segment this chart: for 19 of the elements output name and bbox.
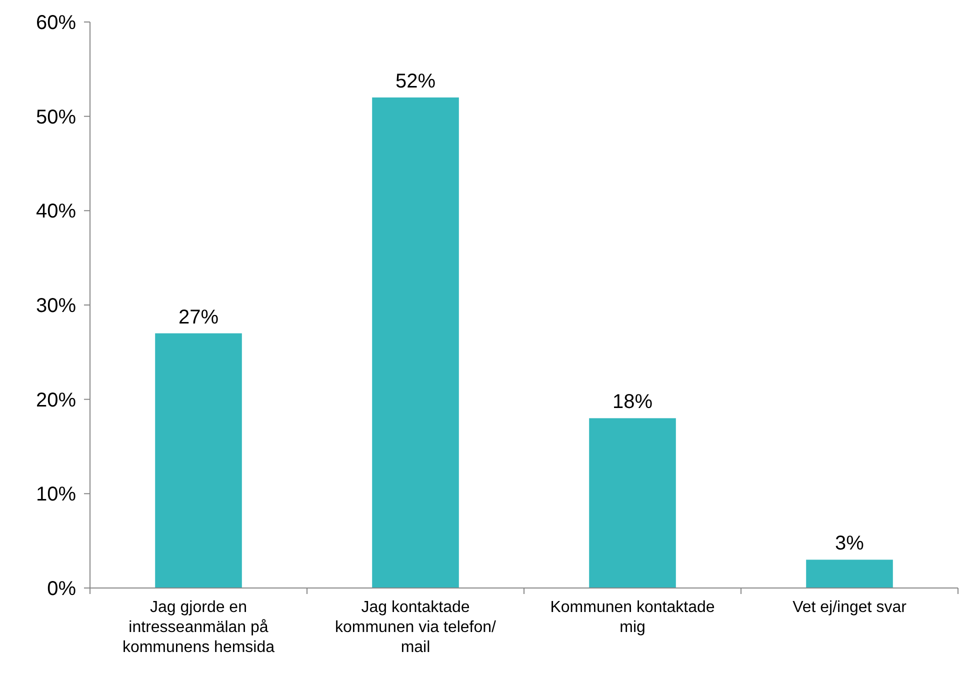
- y-tick-label: 50%: [36, 106, 76, 128]
- y-tick-label: 20%: [36, 389, 76, 412]
- bar: [372, 97, 459, 588]
- y-tick-label: 0%: [47, 578, 76, 600]
- x-tick-label: Jag gjorde en intresseanmälan på kommunens hemsida: [122, 599, 275, 656]
- bar: [155, 333, 242, 588]
- data-label: 27%: [178, 306, 219, 328]
- x-tick-label: Jag kontaktade kommunen via telefon/ mail: [335, 599, 497, 656]
- y-tick-label: 30%: [36, 295, 76, 317]
- y-tick-label: 10%: [36, 484, 76, 506]
- bar: [589, 418, 676, 588]
- data-label: 18%: [612, 391, 653, 414]
- data-label: 3%: [835, 532, 864, 555]
- bar: [806, 560, 893, 588]
- y-tick-label: 40%: [36, 200, 76, 223]
- y-tick-label: 60%: [36, 12, 76, 34]
- x-tick-label: Vet ej/inget svar: [792, 599, 908, 616]
- x-tick-label: Kommunen kontaktade mig: [550, 599, 715, 636]
- data-label: 52%: [395, 70, 436, 92]
